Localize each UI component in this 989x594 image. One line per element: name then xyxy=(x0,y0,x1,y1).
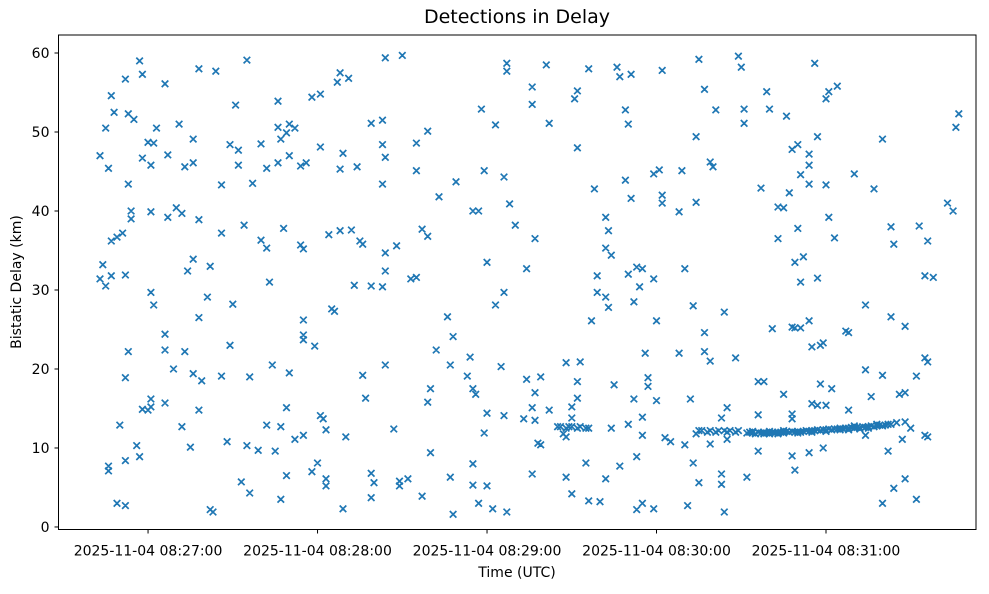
y-axis-label: Bistatic Delay (km) xyxy=(9,215,25,349)
x-axis-label: Time (UTC) xyxy=(477,565,555,581)
x-tick-label: 2025-11-04 08:31:00 xyxy=(752,544,901,560)
y-tick-label: 0 xyxy=(41,520,50,536)
plot-area xyxy=(58,34,977,530)
y-axis-ticks: 0 10 20 30 40 50 60 xyxy=(32,46,59,536)
y-tick-label: 10 xyxy=(32,441,50,457)
y-tick-label: 30 xyxy=(32,283,50,299)
scatter-x-markers xyxy=(96,51,963,519)
y-tick-label: 60 xyxy=(32,46,50,62)
y-tick-label: 40 xyxy=(32,204,50,220)
y-tick-label: 20 xyxy=(32,362,50,378)
x-tick-label: 2025-11-04 08:30:00 xyxy=(582,544,731,560)
x-tick-label: 2025-11-04 08:28:00 xyxy=(243,544,392,560)
y-tick-label: 50 xyxy=(32,125,50,141)
chart-title: Detections in Delay xyxy=(424,6,610,28)
x-tick-label: 2025-11-04 08:29:00 xyxy=(413,544,562,560)
x-tick-label: 2025-11-04 08:27:00 xyxy=(74,544,223,560)
x-axis-ticks: 2025-11-04 08:27:00 2025-11-04 08:28:00 20… xyxy=(74,529,901,560)
